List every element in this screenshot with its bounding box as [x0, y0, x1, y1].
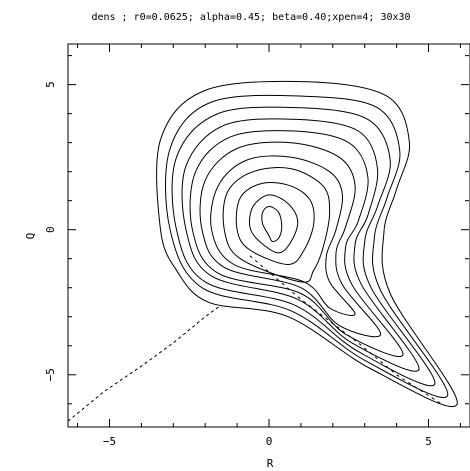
chart-title: dens ; r0=0.0625; alpha=0.45; beta=0.40;…: [91, 12, 410, 23]
x-tick-label: 0: [266, 435, 273, 448]
x-axis-label: R: [267, 457, 274, 470]
y-axis-label: Q: [24, 233, 37, 240]
diagonal-dashed-line: [249, 255, 442, 405]
contour-line-1: [261, 205, 283, 242]
contour-line-9: [171, 106, 436, 387]
contour-line-8: [181, 118, 420, 372]
contour-line-10: [165, 94, 449, 398]
y-tick-label: −5: [44, 368, 57, 381]
contour-line-7: [189, 130, 404, 357]
contour-line-3: [235, 182, 315, 266]
y-axis-ticks: 5 0 −5: [44, 55, 469, 405]
contour-line-11: [156, 80, 458, 408]
contour-line-2: [248, 194, 299, 254]
y-tick-label: 5: [44, 81, 57, 88]
dashed-lines: [67, 255, 442, 422]
x-tick-label: −5: [103, 435, 116, 448]
contour-lines: [156, 80, 458, 408]
x-tick-label: 5: [425, 435, 432, 448]
contour-line-5: [210, 155, 356, 317]
contour-line-4: [222, 167, 331, 283]
boundary-dashed-line: [67, 304, 222, 422]
x-axis-ticks: −5 0 5: [77, 44, 461, 448]
contour-line-6: [199, 141, 382, 338]
y-tick-label: 0: [44, 226, 57, 233]
